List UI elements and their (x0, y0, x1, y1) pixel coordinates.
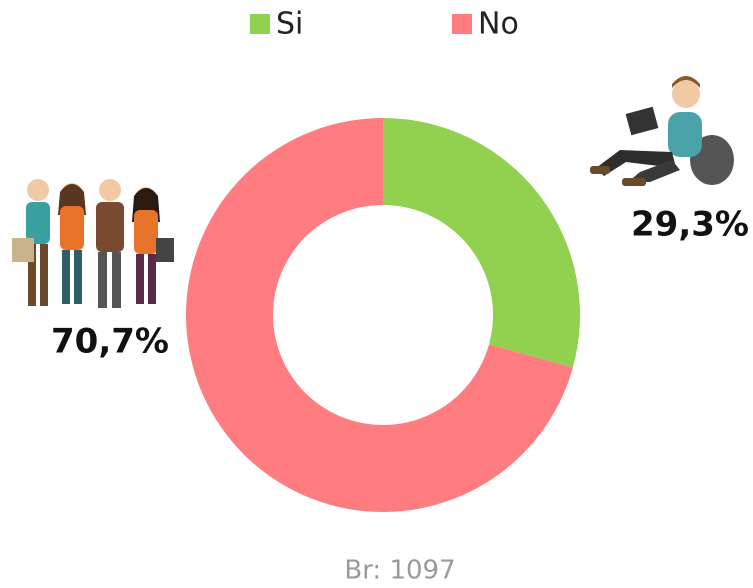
value-label: 70,7% (51, 322, 169, 362)
page: {"chart_data": {"type": "pie", "donut": … (0, 0, 753, 584)
chart: Br: 1097 29,3% 70,7% Si No (0, 0, 753, 584)
slice (383, 118, 580, 368)
legend-label: No (478, 7, 519, 42)
note: Br: 1097 (344, 556, 455, 585)
legend-label: Si (276, 7, 303, 42)
illustration-student-group (12, 179, 174, 308)
legend-swatch (250, 14, 270, 34)
value-label: 29,3% (631, 205, 749, 245)
illustration-student-sitting (590, 76, 734, 186)
legend-swatch (452, 14, 472, 34)
